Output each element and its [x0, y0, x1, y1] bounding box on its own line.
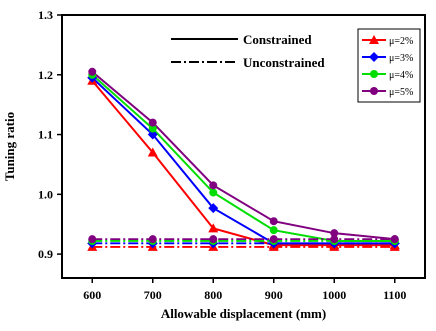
line-style-legend: Constrained Unconstrained [171, 32, 325, 70]
y-tick-label: 1.3 [38, 8, 53, 22]
data-point [88, 67, 97, 76]
legend-box [357, 28, 421, 103]
y-tick-label: 1.0 [38, 187, 53, 201]
line-style-label: Constrained [243, 32, 312, 47]
y-axis-title: Tuning ratio [2, 112, 17, 181]
x-tick-label: 800 [204, 288, 222, 302]
data-point [148, 124, 157, 133]
series-line-constrained-2 [91, 77, 395, 245]
data-point [209, 235, 218, 244]
series-markers [87, 67, 400, 251]
legend-label: μ=2% [389, 36, 413, 47]
x-tick-label: 1000 [322, 288, 346, 302]
legend-marker [370, 70, 378, 78]
plot-area [61, 14, 426, 279]
y-tick-label: 0.9 [38, 247, 53, 261]
data-point [330, 229, 339, 238]
line-style-label: Unconstrained [243, 55, 325, 70]
data-point [269, 235, 278, 244]
x-axis-title: Allowable displacement (mm) [161, 306, 326, 321]
x-tick-label: 1100 [383, 288, 406, 302]
y-tick-label: 1.2 [38, 68, 53, 82]
data-point [147, 129, 158, 140]
data-point [269, 217, 278, 226]
y-tick-label: 1.1 [38, 128, 53, 142]
x-tick-label: 700 [144, 288, 162, 302]
axis-ticks: 600 700 800 900 1000 1100 0.9 1.0 1.1 1.2 1.3 [38, 8, 406, 302]
x-tick-label: 600 [83, 288, 101, 302]
legend-marker [370, 87, 378, 95]
legend-label: μ=3% [389, 53, 413, 64]
legend-marker [369, 35, 379, 44]
plot-frame [61, 14, 426, 279]
data-point [148, 235, 157, 244]
data-point [209, 188, 218, 197]
data-point [208, 203, 219, 214]
data-point [209, 181, 218, 190]
series-line-constrained-4 [91, 71, 395, 241]
data-point [147, 147, 158, 157]
data-point [208, 223, 219, 233]
data-point [390, 235, 399, 244]
series-legend: μ=2% μ=3% μ=4% μ=5% [357, 28, 421, 103]
series-lines [91, 71, 395, 248]
data-point [148, 118, 157, 127]
legend-label: μ=5% [389, 87, 413, 98]
series-line-constrained-1 [91, 80, 395, 247]
legend-label: μ=4% [389, 70, 413, 81]
data-point [269, 226, 278, 235]
series-line-constrained-3 [91, 74, 395, 242]
x-tick-label: 900 [265, 288, 283, 302]
legend-marker [369, 52, 379, 62]
data-point [88, 235, 97, 244]
data-point [330, 235, 339, 244]
